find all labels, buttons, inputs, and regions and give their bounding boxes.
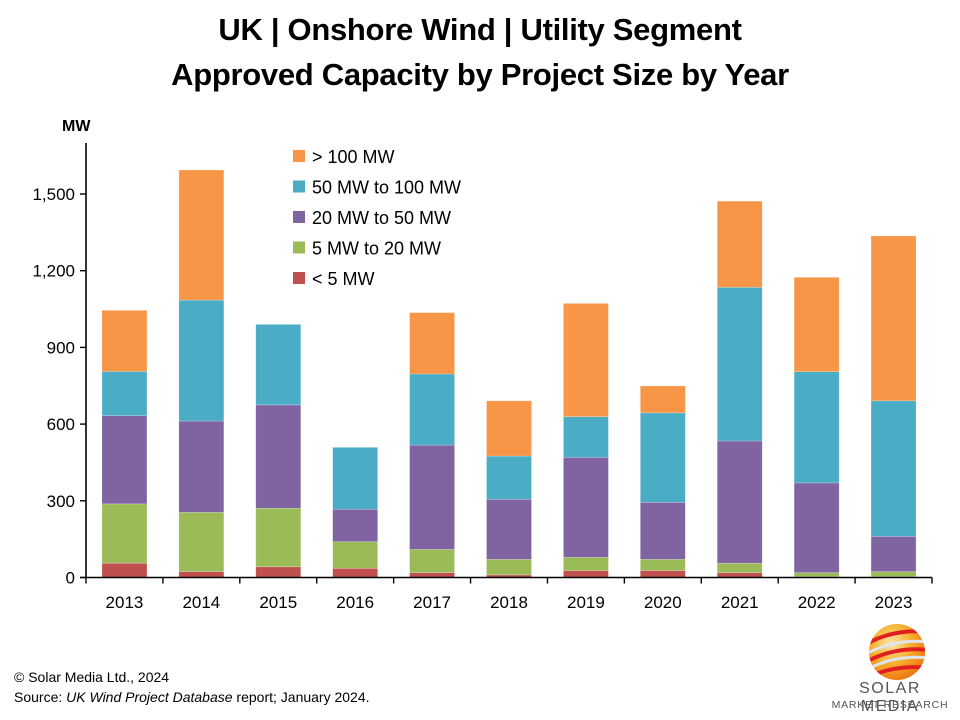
bar-segment-2020-2 bbox=[640, 502, 686, 560]
x-tick-label-2023: 2023 bbox=[875, 593, 913, 612]
legend-swatch-3 bbox=[293, 241, 305, 254]
bar-segment-2022-4 bbox=[793, 277, 840, 372]
bar-segment-2017-1 bbox=[409, 549, 455, 573]
x-tick-label-2017: 2017 bbox=[413, 593, 451, 612]
copyright-note: © Solar Media Ltd., 2024 bbox=[14, 669, 170, 685]
x-tick-label-2015: 2015 bbox=[259, 593, 297, 612]
bar-segment-2020-4 bbox=[640, 385, 686, 414]
bar-segment-2020-0 bbox=[640, 570, 686, 578]
bar-segment-2014-0 bbox=[178, 571, 225, 578]
x-tick-label-2016: 2016 bbox=[336, 593, 374, 612]
bar-segment-2014-1 bbox=[178, 512, 225, 572]
y-tick-label-0: 0 bbox=[66, 569, 75, 588]
bar-segment-2023-1 bbox=[870, 571, 917, 578]
chart-title: UK | Onshore Wind | Utility Segment bbox=[218, 12, 742, 47]
bar-segment-2021-2 bbox=[716, 440, 763, 564]
bar-segment-2013-0 bbox=[101, 562, 148, 578]
bar-segment-2013-3 bbox=[101, 371, 148, 416]
bar-segment-2017-4 bbox=[409, 312, 455, 375]
legend-label-2: 20 MW to 50 MW bbox=[312, 208, 451, 228]
legend-swatch-2 bbox=[293, 211, 305, 223]
source-title: UK Wind Project Database bbox=[66, 689, 233, 705]
x-tick-label-2022: 2022 bbox=[798, 593, 836, 612]
logo-text-primary: SOLAR MEDIA bbox=[859, 680, 921, 715]
bar-segment-2014-4 bbox=[178, 169, 225, 301]
x-tick-label-2014: 2014 bbox=[182, 593, 220, 612]
x-tick-label-2018: 2018 bbox=[490, 593, 528, 612]
solar-media-logo: SOLAR MEDIA MARKET RESEARCH bbox=[830, 622, 950, 718]
bar-segment-2016-1 bbox=[332, 541, 378, 569]
bar-segment-2014-2 bbox=[178, 420, 225, 513]
legend-label-0: > 100 MW bbox=[312, 147, 395, 167]
bar-segment-2015-3 bbox=[255, 324, 302, 406]
bar-segment-2018-1 bbox=[486, 559, 532, 576]
bar-segment-2019-1 bbox=[563, 557, 609, 571]
y-tick-label-900: 900 bbox=[47, 338, 75, 357]
bar-segment-2018-3 bbox=[486, 455, 532, 500]
bar-segment-2019-2 bbox=[563, 457, 609, 558]
bar-segment-2021-3 bbox=[716, 287, 763, 442]
y-tick-label-600: 600 bbox=[47, 415, 75, 434]
bar-segment-2022-1 bbox=[793, 572, 840, 578]
bar-segment-2015-1 bbox=[255, 507, 302, 568]
bar-segment-2016-0 bbox=[332, 567, 378, 578]
bar-segment-2023-2 bbox=[870, 536, 917, 572]
bar-segment-2016-2 bbox=[332, 508, 378, 543]
bar-segment-2022-2 bbox=[793, 482, 840, 573]
bar-segment-2013-4 bbox=[101, 310, 148, 372]
bar-segment-2021-1 bbox=[716, 562, 763, 573]
bars-layer bbox=[101, 169, 917, 578]
bar-segment-2019-4 bbox=[563, 303, 609, 417]
bar-segment-2023-3 bbox=[870, 400, 917, 537]
legend-label-3: 5 MW to 20 MW bbox=[312, 239, 441, 259]
x-tick-label-2021: 2021 bbox=[721, 593, 759, 612]
x-tick-label-2013: 2013 bbox=[106, 593, 144, 612]
x-tick-label-2020: 2020 bbox=[644, 593, 682, 612]
bar-segment-2016-3 bbox=[332, 447, 378, 510]
bar-segment-2019-3 bbox=[563, 416, 609, 458]
chart-subtitle: Approved Capacity by Project Size by Yea… bbox=[171, 57, 789, 92]
bar-segment-2013-2 bbox=[101, 415, 148, 505]
striped-globe-icon bbox=[869, 624, 925, 680]
source-prefix: Source: bbox=[14, 689, 67, 705]
y-axis-unit-label: MW bbox=[62, 118, 91, 135]
bar-segment-2019-0 bbox=[563, 570, 609, 578]
bar-segment-2020-1 bbox=[640, 559, 686, 571]
bar-segment-2014-3 bbox=[178, 299, 225, 422]
legend: > 100 MW 50 MW to 100 MW 20 MW to 50 MW 5 M… bbox=[293, 147, 461, 289]
source-note: Source: UK Wind Project Database report;… bbox=[14, 688, 370, 707]
bar-segment-2018-4 bbox=[486, 400, 532, 457]
y-tick-label-1200: 1,200 bbox=[32, 262, 75, 281]
legend-label-1: 50 MW to 100 MW bbox=[312, 178, 461, 198]
bar-segment-2015-2 bbox=[255, 404, 302, 509]
bar-segment-2021-4 bbox=[716, 200, 763, 288]
legend-label-4: < 5 MW bbox=[312, 269, 375, 289]
bar-segment-2013-1 bbox=[101, 503, 148, 564]
legend-swatch-1 bbox=[293, 180, 305, 193]
bar-segment-2020-3 bbox=[640, 412, 686, 503]
bar-segment-2015-0 bbox=[255, 566, 302, 578]
bar-segment-2018-2 bbox=[486, 498, 532, 560]
legend-swatch-4 bbox=[293, 272, 305, 284]
bar-segment-2023-4 bbox=[870, 235, 917, 402]
bar-segment-2022-3 bbox=[793, 371, 840, 484]
logo-text-secondary: MARKET RESEARCH bbox=[831, 699, 949, 711]
legend-swatch-0 bbox=[293, 150, 305, 162]
axes-layer: 2013 2014 2015 2016 2017 2018 2019 2020 2021 2022… bbox=[32, 143, 933, 612]
x-tick-label-2019: 2019 bbox=[567, 593, 605, 612]
y-tick-label-1500: 1,500 bbox=[32, 185, 75, 204]
bar-segment-2017-3 bbox=[409, 373, 455, 446]
y-tick-label-300: 300 bbox=[47, 492, 75, 511]
bar-segment-2017-2 bbox=[409, 444, 455, 550]
source-suffix: report; January 2024. bbox=[232, 689, 370, 705]
